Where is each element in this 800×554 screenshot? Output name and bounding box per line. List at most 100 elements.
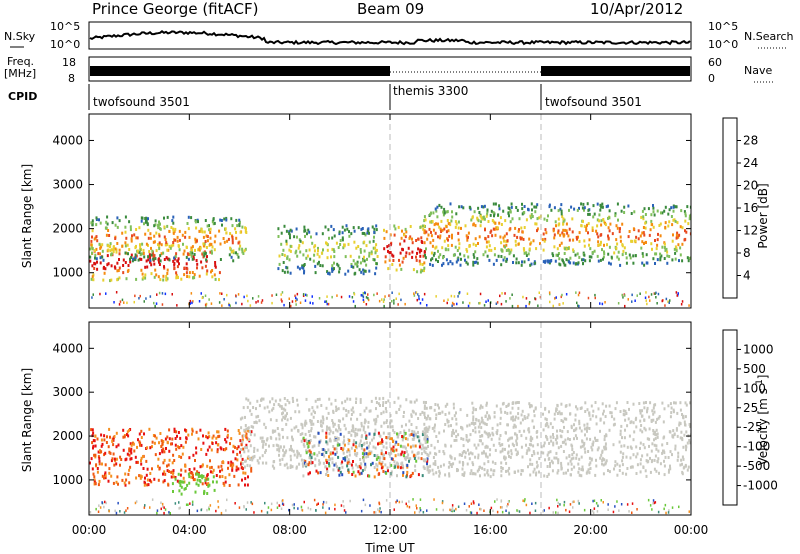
echo-cell xyxy=(239,244,242,248)
echo-cell xyxy=(422,446,425,450)
echo-cell xyxy=(521,207,524,211)
echo-cell xyxy=(92,431,95,435)
echo-cell xyxy=(218,434,221,438)
echo-cell xyxy=(666,254,669,258)
echo-cell xyxy=(521,202,523,206)
echo-cell xyxy=(483,462,486,466)
echo-cell xyxy=(478,430,481,434)
echo-cell xyxy=(368,432,371,436)
echo-cell xyxy=(525,451,528,455)
echo-cell xyxy=(684,212,687,216)
echo-cell xyxy=(178,248,181,252)
noise-cell xyxy=(326,295,328,298)
echo-cell xyxy=(512,254,515,258)
nsky-tick-min: 10^0 xyxy=(50,38,80,51)
echo-cell xyxy=(142,248,145,252)
noise-cell xyxy=(413,294,416,297)
echo-cell xyxy=(530,213,533,216)
echo-cell xyxy=(224,476,227,480)
echo-cell xyxy=(140,219,143,223)
echo-cell xyxy=(269,400,271,404)
echo-cell xyxy=(660,211,662,215)
echo-cell xyxy=(289,454,292,458)
echo-cell xyxy=(666,250,669,254)
echo-cell xyxy=(454,245,457,249)
echo-cell xyxy=(568,227,571,231)
echo-cell xyxy=(425,406,428,410)
echo-cell xyxy=(92,273,95,277)
echo-cell xyxy=(174,443,177,447)
echo-cell xyxy=(149,260,151,264)
noise-cell xyxy=(362,298,365,302)
echo-cell xyxy=(459,252,462,256)
echo-cell xyxy=(179,436,182,440)
nsky-panel: N.Sky 10^5 10^0 10^5 10^0 N.Search xyxy=(4,20,794,51)
echo-cell xyxy=(464,224,467,228)
echo-cell xyxy=(577,261,580,265)
noise-cell xyxy=(151,498,154,501)
echo-cell xyxy=(204,481,207,485)
echo-cell xyxy=(105,441,108,444)
echo-cell xyxy=(262,440,265,444)
echo-cell xyxy=(298,452,300,456)
echo-cell xyxy=(243,249,246,253)
echo-cell xyxy=(517,229,520,233)
noise-cell xyxy=(453,295,456,298)
echo-cell xyxy=(198,274,201,278)
noise-cell xyxy=(457,295,459,298)
echo-cell xyxy=(568,438,571,441)
echo-cell xyxy=(557,209,560,213)
echo-cell xyxy=(372,258,375,261)
echo-cell xyxy=(329,452,332,456)
echo-cell xyxy=(278,453,280,457)
y-tick-label: 3000 xyxy=(52,385,83,399)
noise-cell xyxy=(631,293,633,297)
noise-cell xyxy=(369,504,371,507)
echo-cell xyxy=(134,253,137,257)
noise-cell xyxy=(103,505,105,509)
echo-cell xyxy=(548,457,551,461)
echo-cell xyxy=(182,445,185,449)
echo-cell xyxy=(206,448,209,452)
echo-cell xyxy=(521,230,524,234)
echo-cell xyxy=(668,468,670,472)
noise-cell xyxy=(220,511,223,515)
echo-cell xyxy=(422,254,425,258)
echo-cell xyxy=(128,428,131,432)
echo-cell xyxy=(393,224,396,228)
echo-cell xyxy=(124,225,127,229)
echo-cell xyxy=(211,269,214,272)
echo-cell xyxy=(542,451,545,455)
freq-label-line2: [MHz] xyxy=(4,67,36,80)
noise-cell xyxy=(507,500,510,503)
echo-cell xyxy=(444,423,447,426)
echo-cell xyxy=(328,439,331,443)
echo-cell xyxy=(274,429,277,433)
echo-cell xyxy=(125,236,128,240)
echo-cell xyxy=(652,432,655,436)
echo-cell xyxy=(681,242,684,246)
echo-cell xyxy=(184,230,187,234)
echo-cell xyxy=(304,459,307,463)
echo-cell xyxy=(195,259,198,262)
echo-cell xyxy=(421,474,424,478)
noise-cell xyxy=(555,296,557,299)
noise-cell xyxy=(393,299,395,302)
echo-cell xyxy=(295,249,298,253)
echo-cell xyxy=(332,468,335,472)
echo-cell xyxy=(617,257,620,261)
noise-cell xyxy=(577,499,580,503)
echo-cell xyxy=(336,450,338,454)
echo-cell xyxy=(679,246,682,250)
echo-cell xyxy=(90,243,93,247)
echo-cell xyxy=(465,234,468,238)
echo-cell xyxy=(472,429,475,433)
echo-cell xyxy=(324,465,327,469)
echo-cell xyxy=(676,411,679,415)
echo-cell xyxy=(206,235,209,238)
echo-cell xyxy=(367,446,370,450)
echo-cell xyxy=(527,465,529,469)
echo-cell xyxy=(179,484,182,487)
echo-cell xyxy=(529,458,532,462)
